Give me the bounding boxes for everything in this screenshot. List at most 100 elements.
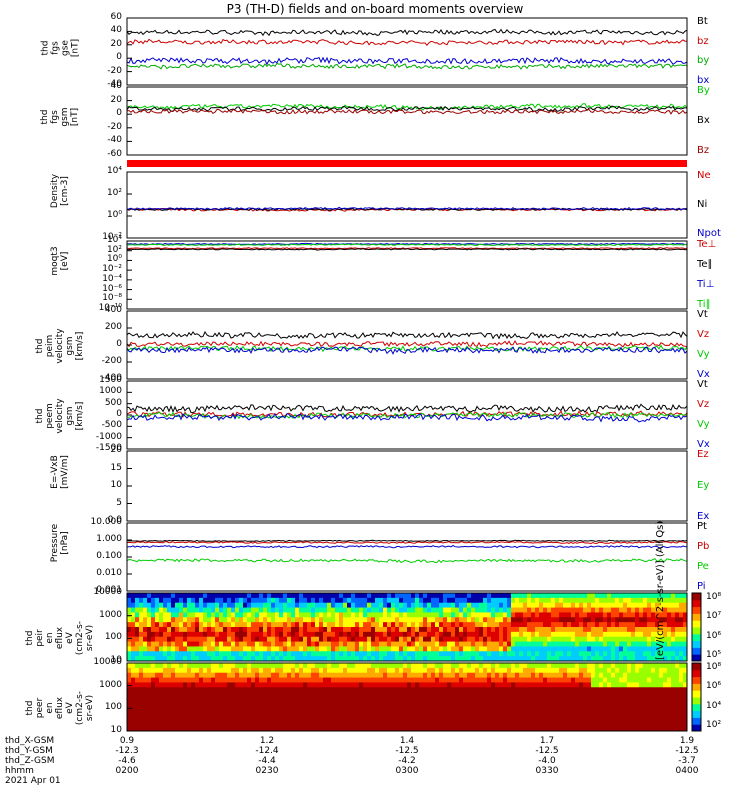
heatmap-cell bbox=[491, 597, 496, 604]
heatmap-cell bbox=[571, 636, 576, 643]
heatmap-cell bbox=[379, 651, 384, 657]
heatmap-cell bbox=[463, 612, 468, 618]
heatmap-cell bbox=[131, 711, 136, 717]
heatmap-cell bbox=[571, 692, 576, 698]
heatmap-cell bbox=[155, 697, 160, 703]
heatmap-cell bbox=[463, 697, 468, 703]
heatmap-cell bbox=[403, 726, 408, 732]
heatmap-cell bbox=[263, 612, 268, 618]
heatmap-cell bbox=[359, 641, 364, 647]
x-tick-value: 0230 bbox=[255, 766, 279, 776]
heatmap-cell bbox=[523, 663, 528, 669]
heatmap-cell bbox=[499, 672, 504, 679]
heatmap-cell bbox=[483, 631, 488, 638]
heatmap-cell bbox=[475, 677, 480, 683]
page-title: P3 (TH-D) fields and on-board moments ov… bbox=[226, 2, 524, 16]
heatmap-cell bbox=[227, 612, 232, 618]
x-axis-column: 1.7 -12.5 -4.0 0330 bbox=[522, 736, 572, 776]
heatmap-cell bbox=[459, 667, 464, 674]
heatmap-cell bbox=[167, 622, 172, 628]
heatmap-cell bbox=[131, 667, 136, 674]
heatmap-cell bbox=[219, 721, 224, 727]
heatmap-cell bbox=[367, 721, 372, 727]
heatmap-cell bbox=[231, 663, 236, 669]
heatmap-cell bbox=[491, 697, 496, 703]
heatmap-cell bbox=[183, 593, 188, 599]
heatmap-cell bbox=[435, 602, 440, 609]
heatmap-cell bbox=[391, 672, 396, 679]
heatmap-cell bbox=[211, 627, 216, 633]
heatmap-cell bbox=[675, 612, 680, 618]
heatmap-cell bbox=[659, 627, 664, 633]
heatmap-cell bbox=[511, 597, 516, 604]
heatmap-cell bbox=[243, 636, 248, 643]
heatmap-cell bbox=[595, 701, 600, 708]
heatmap-cell bbox=[231, 692, 236, 698]
heatmap-cell bbox=[675, 656, 680, 662]
heatmap-cell bbox=[319, 622, 324, 628]
heatmap-cell bbox=[423, 721, 428, 727]
heatmap-cell bbox=[667, 677, 672, 683]
heatmap-cell bbox=[495, 687, 500, 693]
heatmap-cell bbox=[515, 602, 520, 609]
heatmap-cell bbox=[535, 627, 540, 633]
heatmap-cell bbox=[663, 651, 668, 657]
heatmap-cell bbox=[519, 622, 524, 628]
y-tick-label: 0 bbox=[116, 339, 122, 349]
heatmap-cell bbox=[675, 593, 680, 599]
heatmap-cell bbox=[627, 672, 632, 679]
heatmap-cell bbox=[371, 602, 376, 609]
heatmap-cell bbox=[435, 692, 440, 698]
heatmap-cell bbox=[379, 706, 384, 713]
heatmap-cell bbox=[463, 716, 468, 722]
heatmap-cell bbox=[599, 697, 604, 703]
heatmap-cell bbox=[135, 597, 140, 604]
heatmap-cell bbox=[411, 697, 416, 703]
heatmap-cell bbox=[379, 692, 384, 698]
heatmap-cell bbox=[319, 701, 324, 708]
heatmap-cell bbox=[291, 716, 296, 722]
heatmap-cell bbox=[667, 646, 672, 652]
heatmap-cell bbox=[679, 692, 684, 698]
heatmap-cell bbox=[439, 656, 444, 662]
heatmap-cell bbox=[607, 663, 612, 669]
heatmap-cell bbox=[659, 593, 664, 599]
heatmap-cell bbox=[507, 612, 512, 618]
y-tick-label: 10⁻⁴ bbox=[102, 273, 122, 284]
heatmap-cell bbox=[267, 706, 272, 713]
heatmap-cell bbox=[331, 617, 336, 623]
heatmap-cell bbox=[487, 607, 492, 613]
heatmap-cell bbox=[203, 617, 208, 623]
heatmap-cell bbox=[547, 607, 552, 613]
heatmap-cell bbox=[379, 726, 384, 732]
heatmap-cell bbox=[567, 593, 572, 599]
heatmap-cell bbox=[663, 602, 668, 609]
heatmap-cell bbox=[271, 701, 276, 708]
heatmap-cell bbox=[191, 656, 196, 662]
legend-Vy: Vy bbox=[697, 419, 710, 430]
heatmap-cell bbox=[251, 711, 256, 717]
heatmap-cell bbox=[487, 617, 492, 623]
heatmap-cell bbox=[535, 721, 540, 727]
heatmap-cell bbox=[559, 617, 564, 623]
heatmap-cell bbox=[195, 593, 200, 599]
heatmap-cell bbox=[527, 663, 532, 669]
heatmap-cell bbox=[139, 593, 144, 599]
heatmap-cell bbox=[383, 622, 388, 628]
heatmap-cell bbox=[195, 711, 200, 717]
heatmap-cell bbox=[623, 663, 628, 669]
heatmap-cell bbox=[347, 607, 352, 613]
heatmap-cell bbox=[291, 721, 296, 727]
heatmap-cell bbox=[131, 677, 136, 683]
heatmap-cell bbox=[671, 607, 676, 613]
heatmap-cell bbox=[339, 636, 344, 643]
heatmap-cell bbox=[127, 607, 132, 613]
heatmap-cell bbox=[387, 622, 392, 628]
heatmap-cell bbox=[331, 602, 336, 609]
heatmap-cell bbox=[339, 706, 344, 713]
heatmap-cell bbox=[599, 651, 604, 657]
heatmap-cell bbox=[235, 701, 240, 708]
heatmap-cell bbox=[555, 612, 560, 618]
heatmap-cell bbox=[459, 701, 464, 708]
heatmap-cell bbox=[355, 682, 360, 688]
